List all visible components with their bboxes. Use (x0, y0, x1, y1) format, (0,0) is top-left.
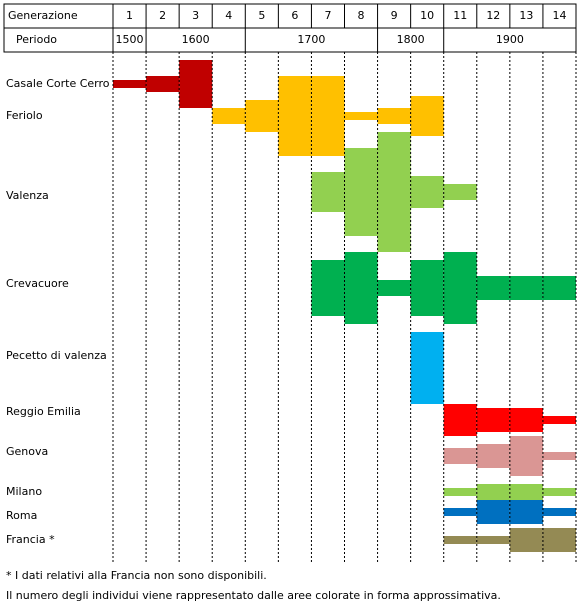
band (344, 252, 378, 324)
generation-label: 5 (258, 9, 265, 22)
generation-label: 2 (159, 9, 166, 22)
band (278, 76, 312, 156)
band (542, 508, 576, 516)
band (542, 528, 576, 552)
band (509, 484, 543, 500)
generation-label: 9 (391, 9, 398, 22)
generation-label: 1 (126, 9, 133, 22)
row-label: Milano (6, 485, 42, 498)
band (509, 528, 543, 552)
band (509, 408, 543, 432)
period-label: 1700 (297, 33, 325, 46)
generation-label: 11 (453, 9, 467, 22)
band (443, 536, 477, 544)
band (476, 444, 510, 468)
generation-label: 12 (486, 9, 500, 22)
band (311, 260, 345, 316)
band (377, 280, 411, 296)
band (146, 76, 180, 92)
band (509, 436, 543, 476)
row-label: Crevacuore (6, 277, 69, 290)
band (410, 332, 444, 404)
generation-label: 8 (358, 9, 365, 22)
band (311, 76, 345, 156)
band (410, 260, 444, 316)
band (476, 536, 510, 544)
band (179, 60, 213, 108)
band (311, 172, 345, 212)
generation-label: 14 (552, 9, 566, 22)
generation-label: 4 (225, 9, 232, 22)
generation-label: 6 (291, 9, 298, 22)
band (377, 132, 411, 252)
band (476, 484, 510, 500)
period-label: 1500 (116, 33, 144, 46)
note: Il numero degli individui viene rapprese… (6, 589, 501, 602)
band (443, 252, 477, 324)
row-label: Genova (6, 445, 48, 458)
band (410, 176, 444, 208)
band (476, 408, 510, 432)
row-label: Francia * (6, 533, 55, 546)
row-label: Valenza (6, 189, 49, 202)
band (509, 276, 543, 300)
band (542, 488, 576, 496)
row-label: Roma (6, 509, 37, 522)
band (542, 452, 576, 460)
band (476, 276, 510, 300)
period-header: Periodo (16, 33, 57, 46)
generation-label: 3 (192, 9, 199, 22)
band (542, 416, 576, 424)
band (344, 148, 378, 236)
period-label: 1600 (182, 33, 210, 46)
band (443, 508, 477, 516)
band (443, 404, 477, 436)
period-label: 1900 (496, 33, 524, 46)
band (443, 488, 477, 496)
band (542, 276, 576, 300)
band (443, 184, 477, 200)
generation-label: 7 (324, 9, 331, 22)
row-label: Pecetto di valenza (6, 349, 107, 362)
row-label: Reggio Emilia (6, 405, 81, 418)
band (245, 100, 279, 132)
band (443, 448, 477, 464)
band (509, 500, 543, 524)
row-label: Casale Corte Cerro (6, 77, 110, 90)
generation-label: 13 (519, 9, 533, 22)
band (212, 108, 246, 124)
row-label: Feriolo (6, 109, 43, 122)
band (377, 108, 411, 124)
generation-label: 10 (420, 9, 434, 22)
note: * I dati relativi alla Francia non sono … (6, 569, 267, 582)
band (113, 80, 147, 88)
band (344, 112, 378, 120)
band (476, 500, 510, 524)
band (410, 96, 444, 136)
row-header: Generazione (8, 9, 78, 22)
period-label: 1800 (397, 33, 425, 46)
